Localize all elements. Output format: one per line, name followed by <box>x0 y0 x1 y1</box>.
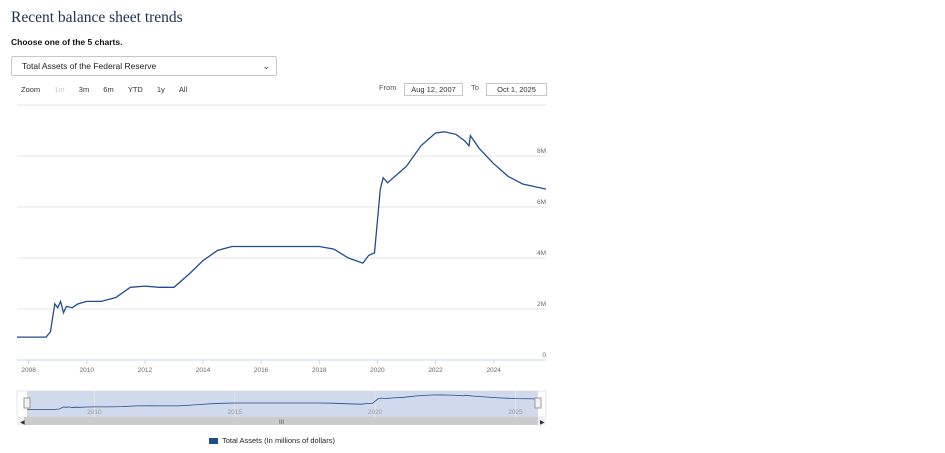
series-line-total-assets <box>17 131 547 338</box>
navigator-series-line <box>27 394 539 410</box>
to-label: To <box>471 83 479 92</box>
zoom-1m-button[interactable]: 1m <box>54 85 65 94</box>
zoom-1y-button[interactable]: 1y <box>156 85 165 94</box>
x-tick-label: 2012 <box>138 367 153 374</box>
page-title: Recent balance sheet trends <box>11 9 183 26</box>
navigator[interactable]: 2010 2015 2020 2025 <box>16 390 547 418</box>
navigator-tick-label: 2010 <box>87 409 102 416</box>
zoom-3m-button[interactable]: 3m <box>78 85 90 94</box>
chevron-down-icon: ⌄ <box>262 61 270 71</box>
zoom-ytd-button[interactable]: YTD <box>127 85 143 94</box>
x-tick-label: 2018 <box>312 367 327 374</box>
zoom-6m-button[interactable]: 6m <box>103 85 114 94</box>
y-tick-label: 6M <box>537 199 546 206</box>
to-date-input[interactable]: Oct 1, 2025 <box>486 83 547 96</box>
chart-select-value: Total Assets of the Federal Reserve <box>22 61 157 71</box>
x-tick-label: 2020 <box>370 367 385 374</box>
chart-select[interactable]: Total Assets of the Federal Reserve ⌄ <box>11 56 277 76</box>
navigator-tick-label: 2025 <box>508 409 523 416</box>
zoom-controls: Zoom 1m 3m 6m YTD 1y All <box>18 84 196 95</box>
x-tick-label: 2024 <box>486 367 501 374</box>
x-tick-label: 2010 <box>80 367 95 374</box>
x-tick-label: 2014 <box>196 367 211 374</box>
navigator-right-handle[interactable] <box>534 397 542 409</box>
navigator-ticks: 2010 2015 2020 2025 <box>87 391 523 417</box>
scrollbar-thumb[interactable] <box>24 417 538 425</box>
navigator-tick-label: 2020 <box>368 409 383 416</box>
x-tick-label: 2008 <box>21 367 36 374</box>
chart-chooser-label: Choose one of the 5 charts. <box>11 37 123 47</box>
y-tick-label: 0 <box>542 352 546 359</box>
x-axis-ticks: 2008 2010 2012 2014 2016 2018 2020 2022 2024 <box>21 360 501 374</box>
y-tick-label: 4M <box>537 250 546 257</box>
y-tick-label: 8M <box>537 148 546 155</box>
navigator-tick-label: 2015 <box>228 409 243 416</box>
navigator-left-handle[interactable] <box>23 397 31 409</box>
legend-swatch <box>209 438 218 445</box>
y-axis-ticks: 0 2M 4M 6M 8M <box>537 148 546 359</box>
chart-legend[interactable]: Total Assets (In millions of dollars) <box>209 436 335 445</box>
zoom-label: Zoom <box>21 85 41 94</box>
scrollbar-grip-icon: III <box>279 420 284 426</box>
zoom-all-button[interactable]: All <box>178 85 188 94</box>
y-tick-label: 2M <box>537 301 546 308</box>
x-tick-label: 2016 <box>254 367 269 374</box>
from-date-input[interactable]: Aug 12, 2007 <box>404 83 463 96</box>
scroll-left-icon[interactable]: ◀ <box>20 420 25 426</box>
scroll-right-icon[interactable]: ▶ <box>540 420 545 426</box>
legend-label: Total Assets (In millions of dollars) <box>222 436 335 445</box>
scrollbar[interactable]: ◀ ▶ III <box>17 417 546 426</box>
from-label: From <box>379 83 397 92</box>
x-tick-label: 2022 <box>428 367 443 374</box>
navigator-selection[interactable] <box>27 391 538 417</box>
